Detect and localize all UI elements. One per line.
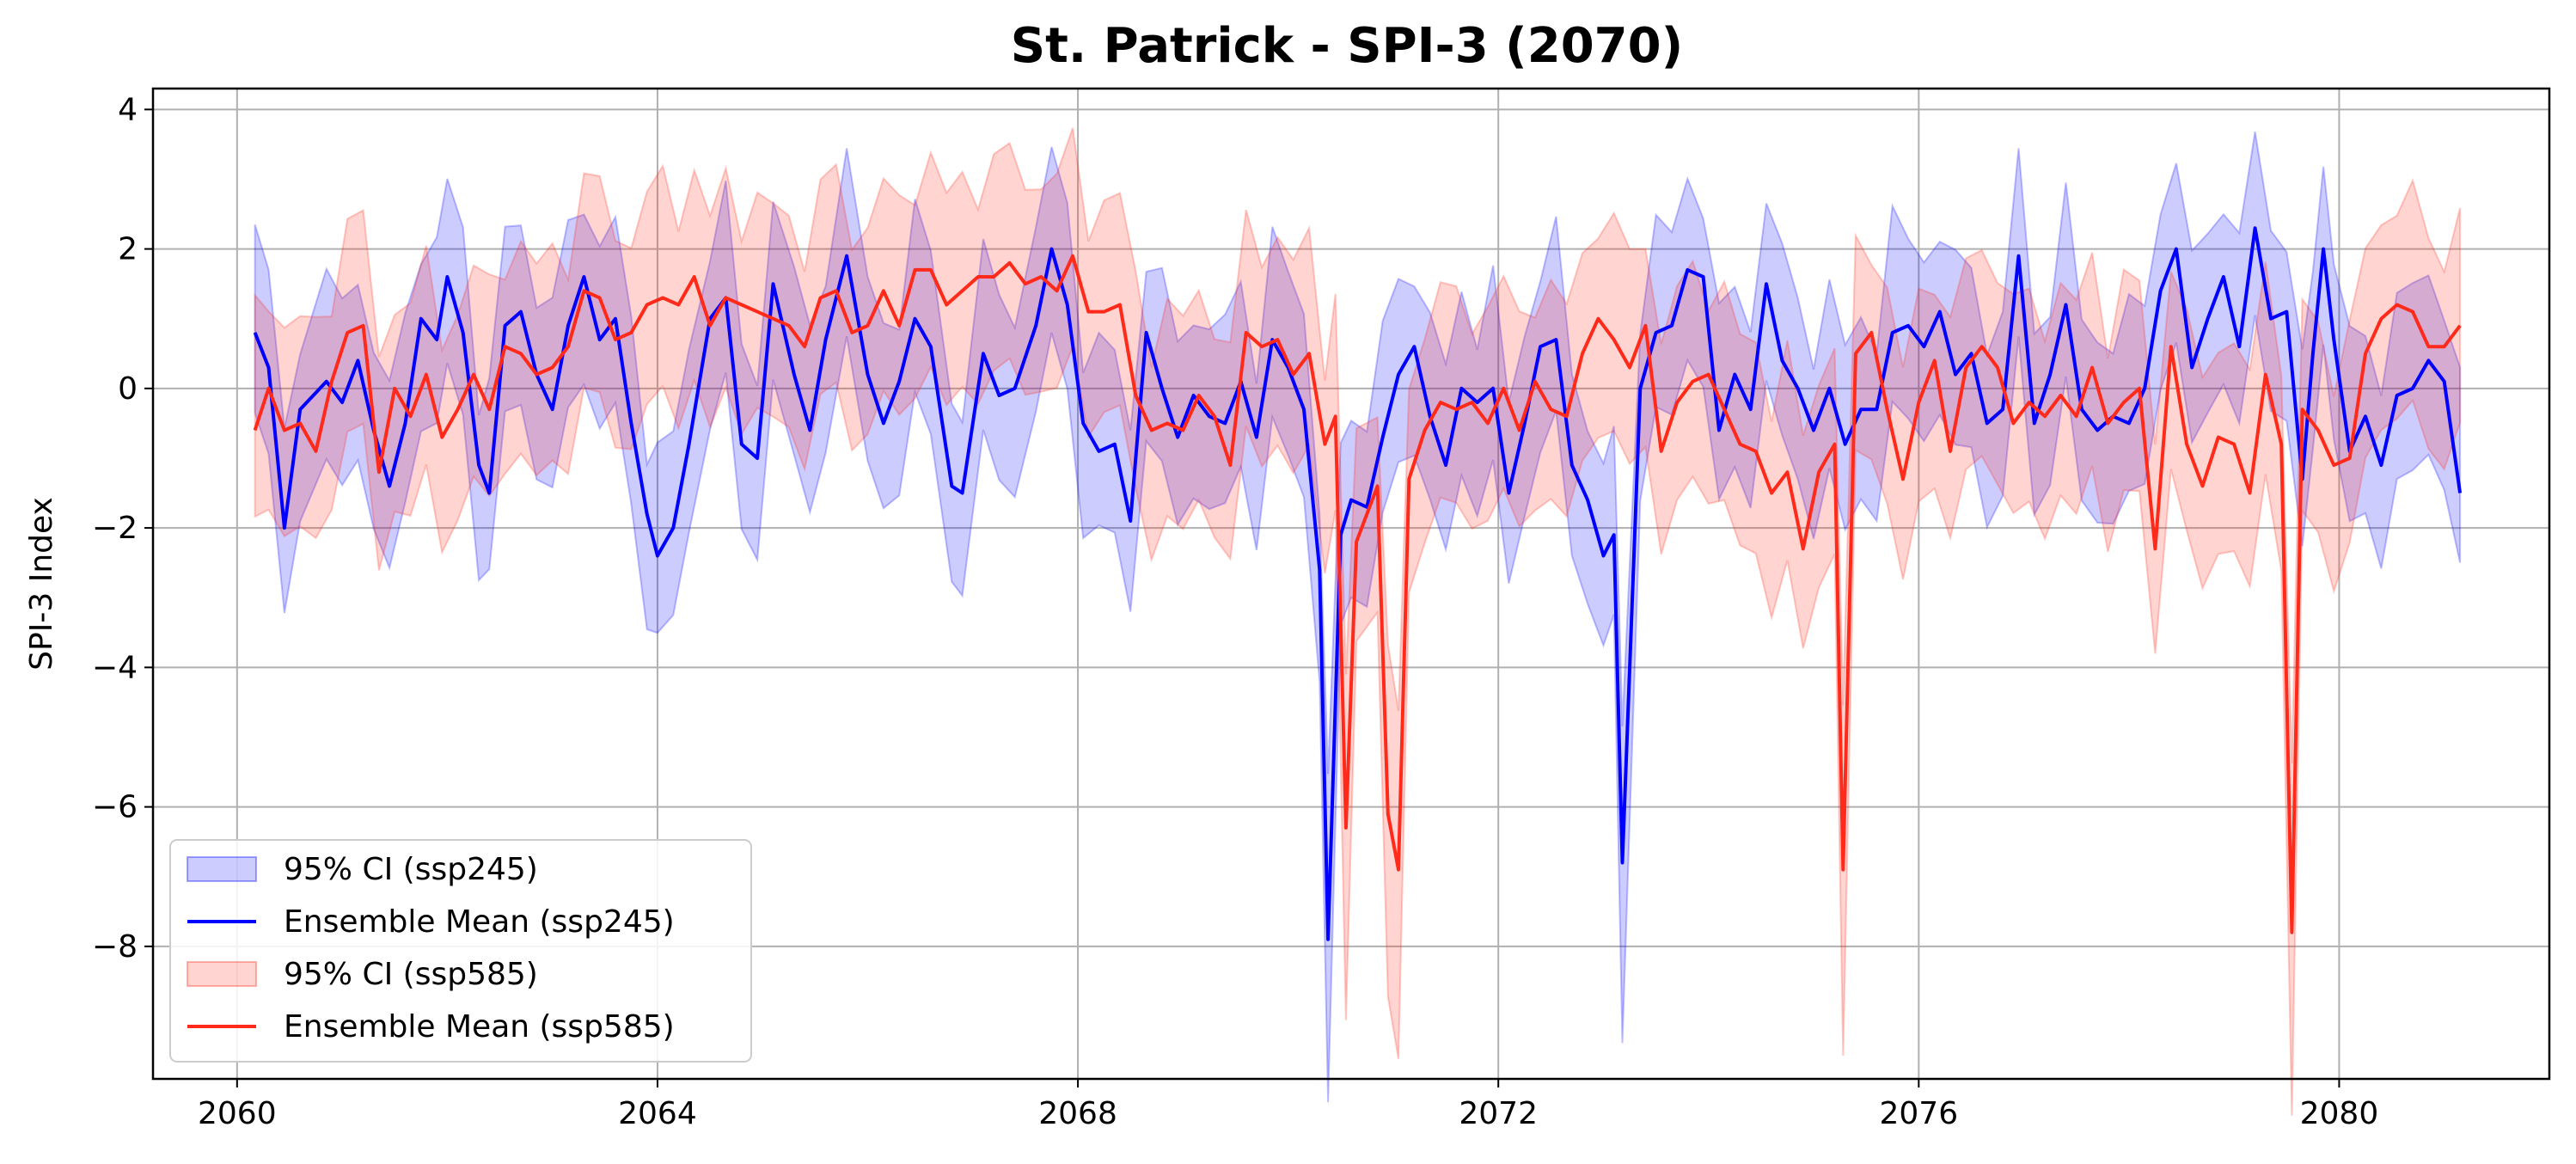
y-axis-ticks: 4 2 0 −2 −4 −6 −8 [92, 92, 153, 965]
x-tick-label: 2068 [1038, 1096, 1117, 1131]
x-tick-label: 2064 [618, 1096, 697, 1131]
x-tick-label: 2060 [198, 1096, 277, 1131]
ci-band-ssp245 [254, 132, 2462, 1103]
plot-frame [151, 87, 2551, 1081]
mean-line-ssp585 [253, 254, 2462, 934]
ci-band-ssp585 [254, 127, 2462, 1116]
ci-bands [254, 127, 2462, 1116]
legend-swatch-band [187, 856, 257, 882]
y-axis-label: SPI-3 Index [24, 497, 59, 671]
chart-title: St. Patrick - SPI-3 (2070) [1011, 18, 1683, 74]
legend-label: Ensemble Mean (ssp585) [284, 1009, 675, 1045]
mean-line-ssp245 [253, 226, 2463, 941]
y-tick-label: 0 [118, 371, 138, 407]
y-tick-label: −6 [92, 790, 138, 825]
mean-lines [253, 226, 2463, 941]
legend-label: Ensemble Mean (ssp245) [284, 904, 675, 940]
x-tick-label: 2080 [2300, 1096, 2379, 1131]
x-axis-ticks: 2060 2064 2068 2072 2076 2080 [198, 1079, 2378, 1131]
y-tick-label: −4 [92, 650, 138, 685]
legend-label: 95% CI (ssp245) [284, 852, 538, 887]
x-tick-label: 2076 [1880, 1096, 1959, 1131]
y-tick-label: 4 [118, 92, 138, 127]
y-tick-label: 2 [118, 232, 138, 267]
y-tick-label: −2 [92, 511, 138, 546]
legend-label: 95% CI (ssp585) [284, 957, 538, 992]
x-tick-label: 2072 [1459, 1096, 1538, 1131]
y-tick-label: −8 [92, 929, 138, 965]
legend-swatch-band [187, 961, 257, 987]
legend-box [169, 839, 752, 1063]
legend: 95% CI (ssp245) Ensemble Mean (ssp245) 95%… [169, 839, 752, 1063]
